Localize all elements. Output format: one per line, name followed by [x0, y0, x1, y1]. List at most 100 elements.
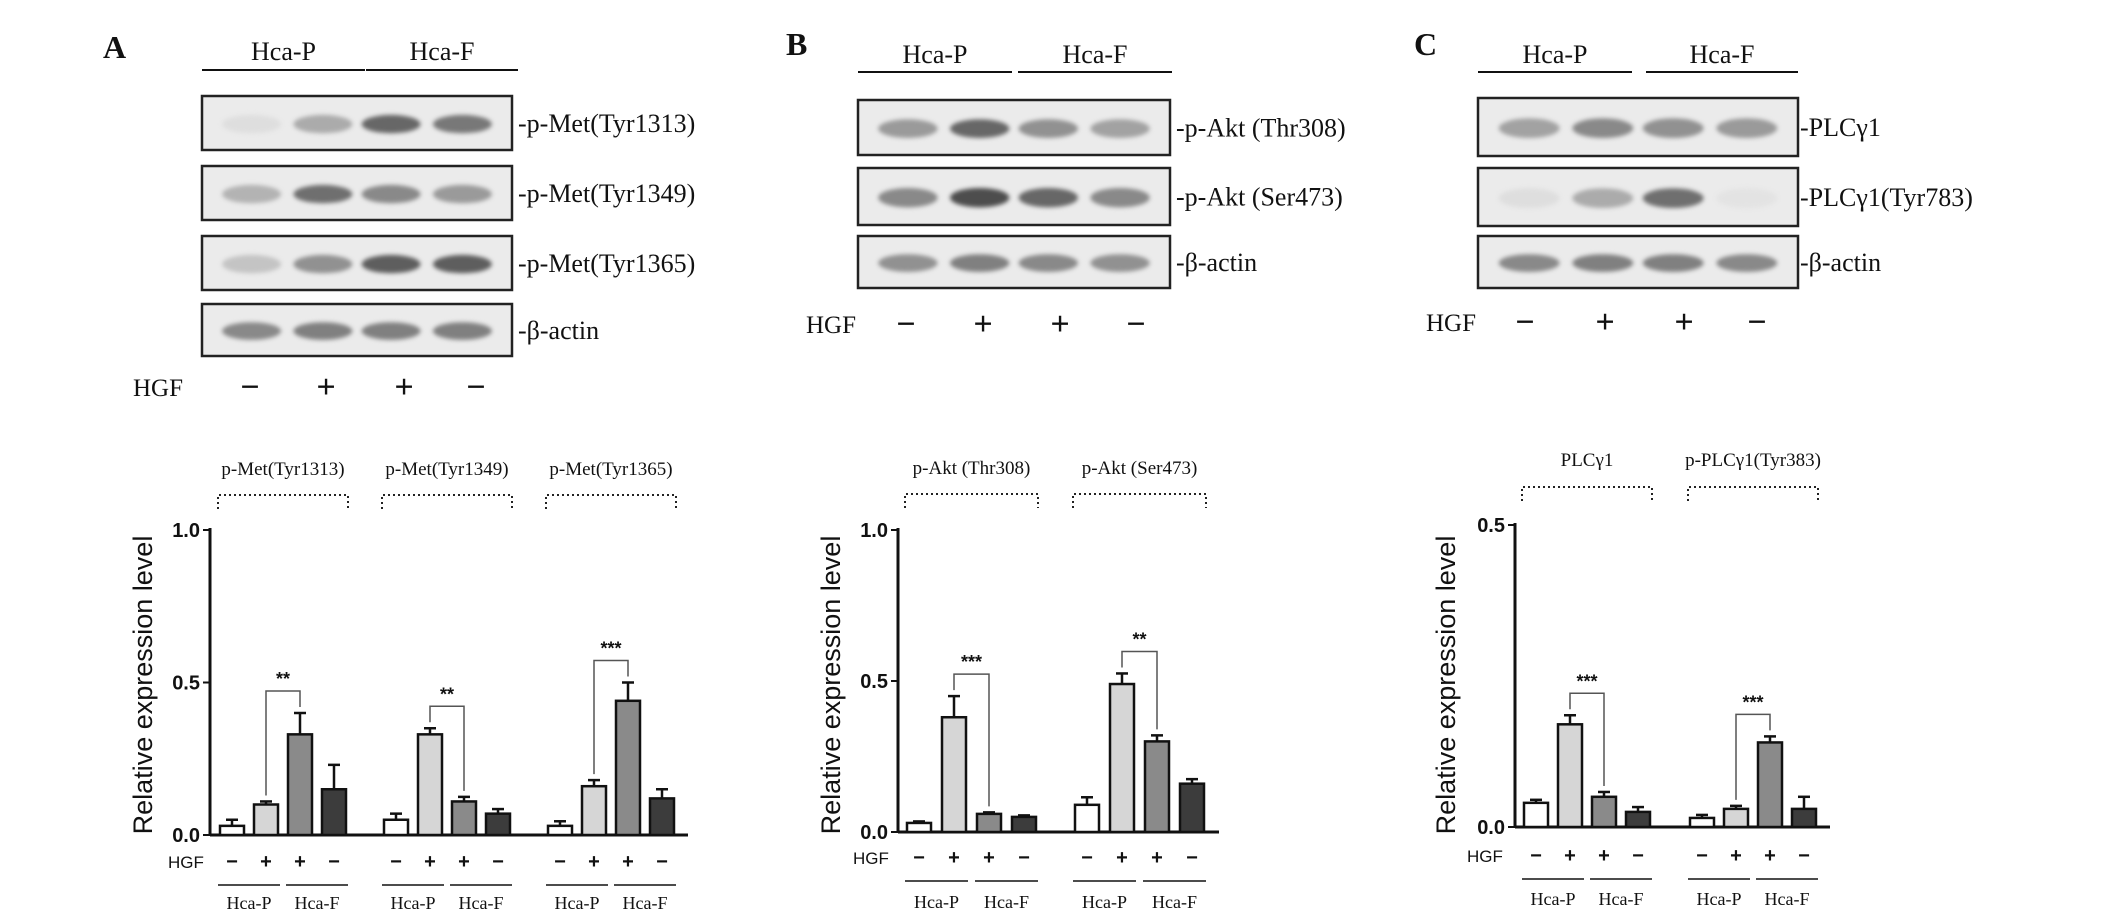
blot-band	[878, 187, 938, 208]
bar	[1108, 682, 1136, 834]
panel-b-blots: B Hca-P Hca-F -p-Akt (Thr308) -p-Akt (Ser473…	[786, 26, 1346, 343]
blot-band	[1498, 118, 1560, 139]
hgf-sign: −	[913, 847, 925, 869]
hgf-sign: +	[1050, 306, 1069, 343]
blot-band	[222, 254, 282, 274]
bar	[1522, 801, 1550, 829]
group-label: Hca-F	[295, 893, 340, 913]
significance-stars: ***	[961, 652, 982, 672]
significance-stars: ***	[1742, 692, 1763, 712]
blot-label: -p-Akt (Thr308)	[1176, 114, 1346, 143]
y-tick-label: 0.5	[172, 673, 200, 695]
hgf-sign: −	[240, 369, 259, 406]
bar	[1688, 816, 1716, 829]
hgf-sign: +	[1764, 845, 1776, 867]
hgf-sign: −	[1798, 845, 1810, 867]
hgf-sign: +	[424, 851, 436, 873]
hgf-sign: −	[1530, 845, 1542, 867]
hgf-label: HGF	[806, 312, 856, 339]
bar	[614, 699, 642, 837]
blot-band	[1572, 188, 1634, 209]
hgf-sign: −	[492, 851, 504, 873]
hgf-sign: +	[588, 851, 600, 873]
group-label: Hca-F	[984, 892, 1029, 912]
blot-band	[878, 119, 938, 138]
y-tick-label: 1.0	[860, 520, 888, 542]
y-axis-label: Relative expression level	[128, 536, 158, 835]
bar	[286, 733, 314, 837]
cluster-label: p-Met(Tyr1313)	[221, 459, 344, 480]
hgf-sign: +	[1595, 304, 1614, 341]
hgf-sign: −	[226, 851, 238, 873]
hgf-sign: +	[948, 847, 960, 869]
cluster-bracket	[904, 493, 1039, 508]
bar	[484, 812, 512, 837]
bar	[1756, 741, 1784, 829]
hgf-sign: −	[896, 306, 915, 343]
hgf-label: HGF	[1467, 847, 1503, 866]
group-label: Hca-P	[1697, 889, 1742, 909]
blot-band	[1018, 119, 1078, 138]
blot-band	[1498, 254, 1560, 272]
hgf-sign: −	[1018, 847, 1030, 869]
cluster-label: p-PLCγ1(Tyr383)	[1685, 450, 1821, 471]
significance-bracket	[1569, 692, 1605, 786]
bar	[218, 824, 246, 837]
cluster-label: p-Met(Tyr1365)	[549, 459, 672, 480]
blot-band	[293, 322, 353, 340]
hgf-label: HGF	[853, 849, 889, 868]
significance-stars: ***	[1576, 671, 1597, 691]
bar	[320, 788, 348, 837]
cluster-label: p-Akt (Ser473)	[1082, 458, 1198, 479]
hgf-sign: −	[390, 851, 402, 873]
bar	[1790, 807, 1818, 829]
y-tick-label: 0.5	[1477, 515, 1505, 537]
hgf-sign: −	[1747, 304, 1766, 341]
cluster-label: p-Met(Tyr1349)	[385, 459, 508, 480]
blot-band	[950, 187, 1010, 208]
hgf-sign: −	[554, 851, 566, 873]
bar	[648, 797, 676, 837]
panel-letter: C	[1414, 26, 1437, 62]
hgf-label: HGF	[133, 375, 183, 402]
group-label: Hca-F	[1765, 889, 1810, 909]
group-label: Hca-P	[227, 893, 272, 913]
bar	[975, 812, 1003, 834]
significance-bracket	[953, 673, 990, 807]
blot-band	[432, 114, 492, 134]
bar	[1143, 740, 1171, 834]
group-label: Hca-P	[555, 893, 600, 913]
significance-bracket	[429, 705, 465, 791]
blot-band	[293, 114, 353, 134]
bar	[252, 803, 280, 837]
blot-band	[293, 254, 353, 274]
bar	[580, 784, 608, 837]
blot-band	[432, 322, 492, 340]
blot-band	[1018, 187, 1078, 208]
bar	[905, 821, 933, 834]
group-label: Hca-F	[1152, 892, 1197, 912]
cluster-bracket	[381, 494, 513, 509]
y-tick-label: 0.0	[860, 822, 888, 844]
blot-band	[1572, 254, 1634, 272]
blot-band	[361, 114, 421, 134]
hgf-sign: −	[328, 851, 340, 873]
y-axis-label: Relative expression level	[1431, 536, 1461, 835]
group-label: Hca-F	[459, 893, 504, 913]
significance-bracket	[265, 690, 301, 796]
blot-band	[1642, 118, 1704, 139]
cluster-label: p-Akt (Thr308)	[913, 458, 1031, 479]
bar	[416, 733, 444, 837]
blot-label: -PLCγ1(Tyr783)	[1800, 183, 1973, 212]
y-tick-label: 1.0	[172, 520, 200, 542]
hgf-sign: −	[1186, 847, 1198, 869]
blot-band	[1090, 187, 1150, 208]
blot-band	[950, 254, 1010, 272]
blot-group-label: Hca-F	[1063, 40, 1128, 69]
hgf-sign: +	[1730, 845, 1742, 867]
y-tick-label: 0.5	[860, 671, 888, 693]
significance-bracket	[1121, 650, 1158, 730]
significance-stars: **	[440, 684, 454, 704]
